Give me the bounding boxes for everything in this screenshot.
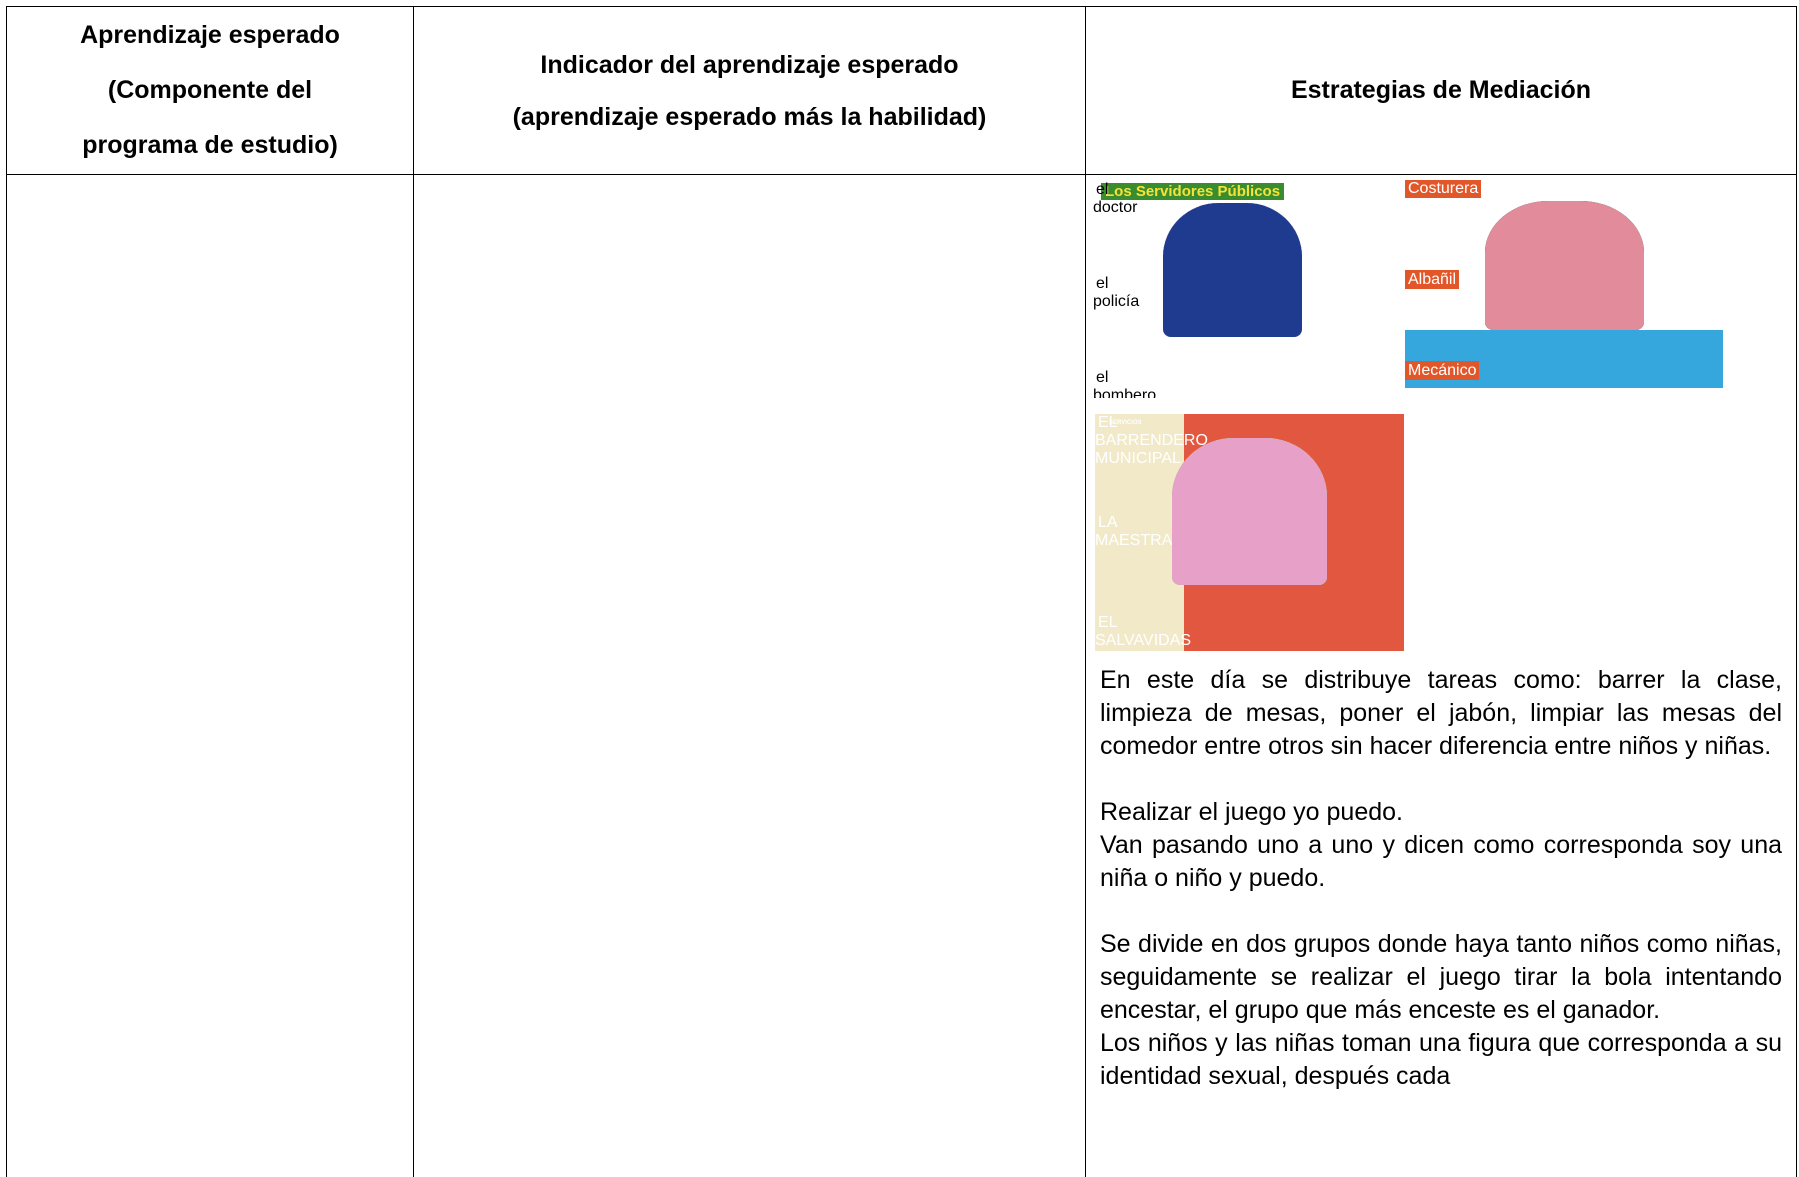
- text-line: Van pasando uno a uno y dicen como corre…: [1100, 831, 1782, 892]
- paragraph: Realizar el juego yo puedo. Van pasando u…: [1100, 796, 1782, 895]
- strategy-text: En este día se distribuye tareas como: b…: [1100, 664, 1782, 1126]
- figure-label: Costurera: [1405, 180, 1482, 198]
- illustration: SERVICIOS EL BARRENDERO MUNICIPAL LA MAES…: [1095, 414, 1404, 651]
- illustration: Los Servidores Públicos el doctor el poli…: [1093, 181, 1371, 398]
- figure: EL BARRENDERO MUNICIPAL: [1095, 414, 1327, 585]
- paragraph: En este día se distribuye tareas como: b…: [1100, 664, 1782, 763]
- illustration-title: Los Servidores Públicos: [1101, 183, 1285, 200]
- figure: EL SALVAVIDAS: [1095, 437, 1327, 651]
- border: [1085, 6, 1086, 1177]
- figure-label: el doctor: [1093, 181, 1138, 216]
- text-line: En este día se distribuye tareas como: b…: [1100, 666, 1782, 760]
- figure-art: [1484, 200, 1644, 330]
- border: [6, 6, 7, 1177]
- figure-label: el policía: [1093, 275, 1140, 310]
- header-cell: Indicador del aprendizaje esperado (apre…: [414, 7, 1085, 174]
- figure-art: [1172, 437, 1327, 585]
- border: [413, 6, 414, 1177]
- figure-label: EL BARRENDERO MUNICIPAL: [1095, 414, 1208, 467]
- header-line: Aprendizaje esperado: [80, 21, 340, 49]
- header-cell: Estrategias de Mediación: [1086, 7, 1796, 174]
- border: [6, 6, 1797, 7]
- figure: el policía: [1093, 202, 1302, 369]
- header-line: (Componente del: [107, 76, 313, 104]
- text-line: Se divide en dos grupos donde haya tanto…: [1100, 930, 1782, 1024]
- header-line: Indicador del aprendizaje esperado: [540, 50, 959, 79]
- figure-art: [1162, 202, 1302, 338]
- illustration-title: SERVICIOS: [1109, 420, 1142, 426]
- header-line: Estrategias de Mediación: [1290, 76, 1592, 104]
- figure-label: LA MAESTRA: [1095, 514, 1173, 549]
- header-line: (aprendizaje esperado más la habilidad): [512, 102, 987, 131]
- text-line: Realizar el juego yo puedo.: [1100, 798, 1403, 826]
- header-line: programa de estudio): [82, 131, 338, 159]
- border: [6, 174, 1797, 175]
- header-cell: Aprendizaje esperado (Componente del pro…: [7, 7, 413, 174]
- border: [1796, 6, 1797, 1177]
- illustration: CostureraAlbañilMecánicoCampesinoCarpint…: [1405, 180, 1723, 388]
- paragraph: Se divide en dos grupos donde haya tanto…: [1100, 928, 1782, 1093]
- figure: el bombero: [1093, 202, 1302, 398]
- text-line: Los niños y las niñas toman una figura q…: [1100, 1029, 1782, 1090]
- figure-label: el bombero: [1093, 369, 1157, 398]
- figure: Costurera: [1405, 180, 1644, 330]
- figure: LA MAESTRA: [1095, 437, 1327, 614]
- figure-label: EL SALVAVIDAS: [1095, 614, 1192, 649]
- figure-label: Albañil: [1405, 270, 1460, 289]
- figure-label: Mecánico: [1405, 361, 1480, 380]
